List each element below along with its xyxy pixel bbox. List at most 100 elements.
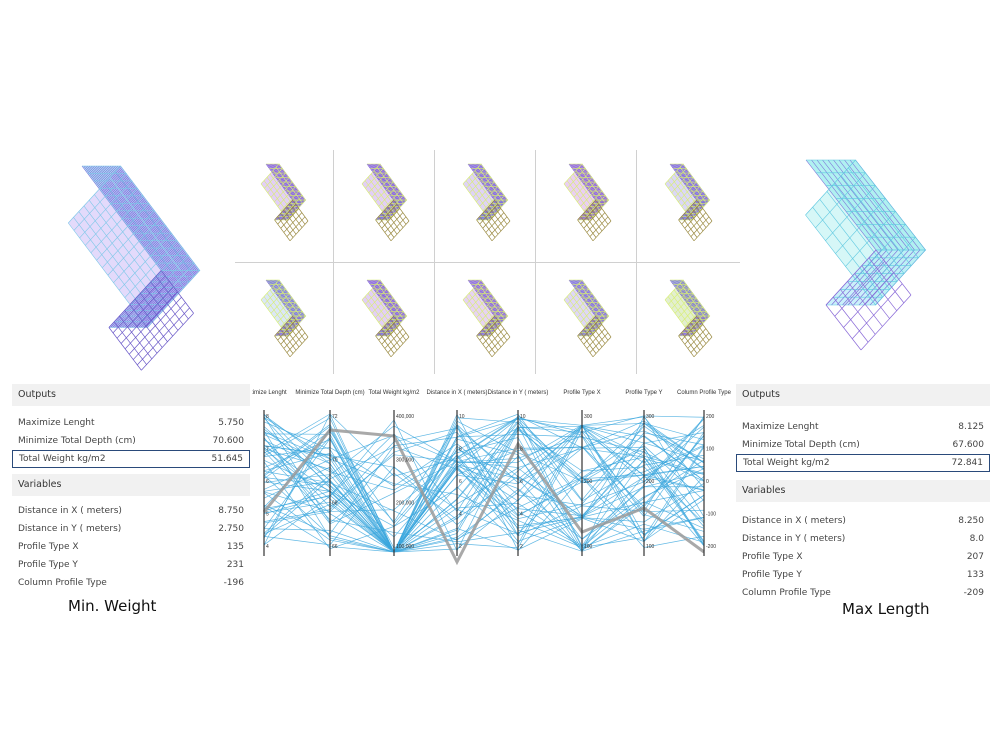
design-polyline[interactable] bbox=[263, 420, 705, 550]
design-thumbnail[interactable] bbox=[438, 154, 534, 254]
base-grid-line bbox=[280, 329, 297, 351]
base-grid-line bbox=[586, 209, 603, 232]
axis-tick-label: 2 bbox=[520, 544, 523, 550]
design-polyline[interactable] bbox=[263, 431, 705, 548]
design-thumbnail[interactable] bbox=[640, 270, 736, 370]
base-grid-line bbox=[134, 298, 168, 342]
design-polyline[interactable] bbox=[263, 416, 705, 553]
column-line bbox=[563, 299, 592, 337]
column-line bbox=[480, 163, 509, 201]
axis-tick-label: 8 bbox=[520, 447, 523, 453]
axis-tick-label: 200 bbox=[584, 479, 593, 485]
axis-tick-label: 8 bbox=[266, 414, 269, 420]
column-line bbox=[840, 175, 912, 267]
thumbnail-grid-vline bbox=[535, 150, 536, 374]
design-polyline[interactable] bbox=[263, 428, 705, 553]
variable-label: Profile Type X bbox=[18, 542, 79, 552]
design-thumbnail[interactable] bbox=[539, 270, 635, 370]
design-polyline[interactable] bbox=[263, 416, 705, 548]
design-polyline[interactable] bbox=[263, 427, 705, 553]
output-value: 72.841 bbox=[951, 458, 984, 468]
column-line bbox=[465, 180, 494, 217]
design-polyline[interactable] bbox=[263, 415, 705, 537]
base-grid-line bbox=[832, 296, 869, 343]
output-label: Minimize Total Depth (cm) bbox=[742, 440, 860, 450]
column-line bbox=[471, 173, 500, 211]
design-polyline[interactable] bbox=[263, 422, 705, 553]
column-line bbox=[115, 171, 196, 277]
column-line bbox=[379, 163, 408, 201]
column-line bbox=[462, 183, 491, 221]
variable-value: 207 bbox=[966, 552, 984, 562]
design-polyline[interactable] bbox=[263, 413, 705, 491]
axis-tick-label: 300 bbox=[646, 414, 655, 420]
column-line bbox=[471, 289, 500, 327]
column-line bbox=[272, 286, 301, 324]
design-polyline[interactable] bbox=[263, 451, 705, 543]
roof-face bbox=[805, 160, 926, 305]
design-thumbnail[interactable] bbox=[337, 154, 433, 254]
base-grid-line bbox=[840, 289, 876, 335]
design-thumbnail[interactable] bbox=[438, 270, 534, 370]
design-thumbnail[interactable] bbox=[236, 270, 332, 370]
design-polyline[interactable] bbox=[263, 426, 705, 525]
output-row: Maximize Lenght 8.125 bbox=[736, 418, 990, 436]
design-thumbnail[interactable] bbox=[236, 154, 332, 254]
axis-label: Profile Type Y bbox=[625, 390, 662, 396]
design-polyline[interactable] bbox=[263, 418, 705, 553]
column-line bbox=[465, 296, 494, 333]
base-grid-line bbox=[292, 315, 309, 338]
min-weight-results-panel: Outputs Maximize Lenght 5.750 Minimize T… bbox=[12, 384, 250, 592]
column-line bbox=[572, 289, 601, 327]
parallel-coordinates-plot[interactable]: Maximize Lenght 8 7 6 5 4 Minimize Total Depth… bbox=[252, 384, 732, 574]
design-polyline[interactable] bbox=[263, 437, 705, 551]
design-polyline[interactable] bbox=[263, 434, 705, 553]
axis-tick-label: 100 bbox=[584, 544, 593, 550]
base-grid-line bbox=[113, 321, 147, 365]
column-line bbox=[667, 296, 696, 333]
design-polyline[interactable] bbox=[263, 415, 705, 553]
max-length-results-panel: Outputs Maximize Lenght 8.125 Minimize T… bbox=[736, 384, 990, 602]
base-grid-line bbox=[577, 199, 596, 221]
base-grid-line bbox=[684, 329, 701, 351]
design-polyline[interactable] bbox=[263, 421, 705, 553]
variable-value: 8.750 bbox=[218, 506, 244, 516]
design-polyline[interactable] bbox=[263, 419, 705, 552]
base-grid-line bbox=[145, 287, 179, 331]
column-line bbox=[361, 299, 390, 337]
base-grid-line bbox=[274, 219, 291, 242]
axis-tick-label: 72 bbox=[332, 414, 338, 420]
column-line bbox=[679, 283, 708, 320]
design-polyline[interactable] bbox=[263, 415, 705, 546]
column-line bbox=[805, 214, 877, 306]
axis-tick-label: -100 bbox=[706, 512, 716, 518]
column-line bbox=[477, 167, 506, 204]
design-thumbnail[interactable] bbox=[640, 154, 736, 254]
column-line bbox=[670, 177, 699, 214]
selected-design-polyline[interactable] bbox=[262, 428, 705, 566]
design-polyline[interactable] bbox=[263, 415, 705, 553]
design-polyline[interactable] bbox=[263, 413, 705, 553]
base-grid-line bbox=[577, 335, 594, 358]
design-polyline[interactable] bbox=[263, 459, 705, 553]
output-value: 70.600 bbox=[212, 436, 245, 446]
axis-label: Distance in X ( meters) bbox=[426, 390, 487, 396]
max-length-structure-render bbox=[805, 159, 927, 351]
base-grid-line bbox=[854, 273, 890, 319]
base-grid-line bbox=[678, 219, 695, 242]
base-grid-line bbox=[580, 216, 597, 238]
base-grid-line bbox=[378, 216, 395, 238]
design-thumbnail[interactable] bbox=[539, 154, 635, 254]
base-grid-line bbox=[160, 270, 194, 314]
column-line bbox=[566, 180, 595, 217]
design-polyline[interactable] bbox=[263, 416, 705, 525]
base-grid-line bbox=[381, 213, 398, 235]
variable-label: Distance in Y ( meters) bbox=[18, 524, 122, 534]
base-grid-line bbox=[488, 322, 505, 344]
design-thumbnail[interactable] bbox=[337, 270, 433, 370]
variable-row: Profile Type X 135 bbox=[12, 538, 250, 556]
design-polyline[interactable] bbox=[263, 430, 705, 553]
design-polyline[interactable] bbox=[263, 432, 705, 537]
design-polyline[interactable] bbox=[263, 424, 705, 523]
base-grid-line bbox=[693, 319, 710, 341]
